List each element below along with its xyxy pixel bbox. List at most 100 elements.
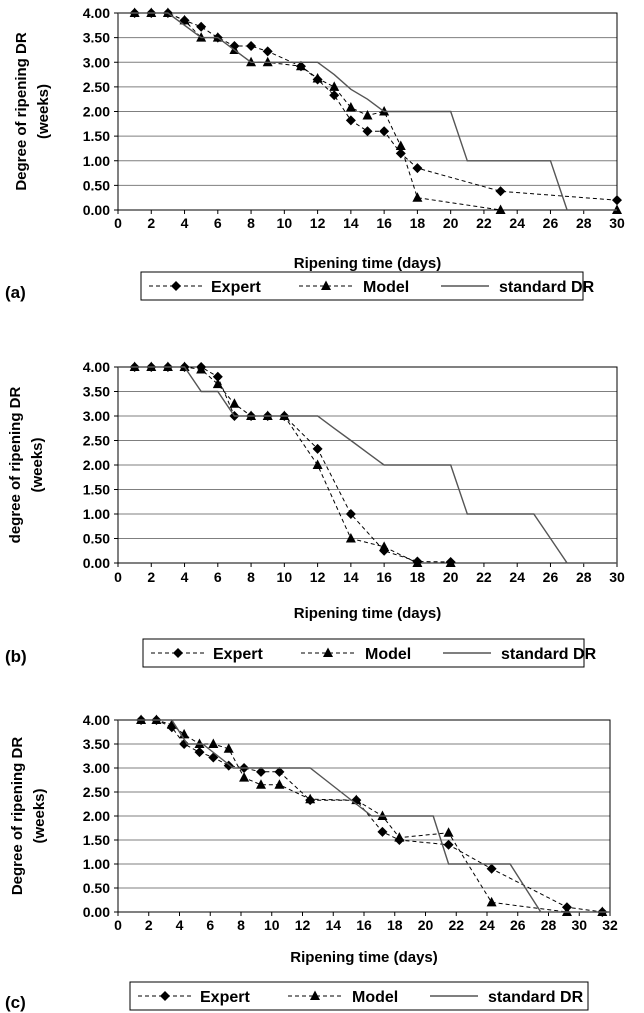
- data-point-diamond: [345, 115, 356, 126]
- data-point-triangle: [208, 738, 219, 748]
- x-tick-label: 24: [479, 917, 495, 933]
- y-tick-label: 0.00: [83, 202, 110, 218]
- data-point-diamond: [255, 766, 266, 777]
- data-point-diamond: [196, 21, 207, 32]
- x-tick-label: 8: [247, 569, 255, 585]
- data-point-diamond: [495, 186, 506, 197]
- legend-label: Expert: [211, 279, 261, 296]
- x-tick-label: 16: [356, 917, 372, 933]
- x-tick-label: 0: [114, 215, 122, 231]
- legend-label: standard DR: [499, 279, 595, 296]
- x-tick-label: 32: [602, 917, 618, 933]
- x-tick-label: 8: [237, 917, 245, 933]
- x-tick-label: 26: [543, 569, 559, 585]
- x-tick-label: 6: [206, 917, 214, 933]
- x-tick-label: 28: [576, 569, 592, 585]
- x-tick-label: 20: [443, 215, 459, 231]
- data-point-triangle: [612, 204, 622, 214]
- legend: Expert Model standard DR: [142, 638, 597, 668]
- data-point-triangle: [274, 779, 285, 789]
- y-tick-label: 2.50: [83, 433, 110, 449]
- data-point-triangle: [166, 719, 177, 729]
- data-point-triangle: [162, 361, 173, 371]
- y-axis-title: (weeks): [35, 84, 52, 139]
- legend-label: standard DR: [488, 989, 584, 1006]
- x-tick-label: 22: [476, 569, 492, 585]
- data-point-triangle: [377, 810, 388, 820]
- data-point-triangle: [295, 60, 306, 71]
- x-tick-label: 14: [325, 917, 341, 933]
- data-point-diamond: [443, 839, 454, 850]
- data-point-triangle: [129, 7, 140, 17]
- data-point-diamond: [208, 752, 219, 763]
- plot-area: [117, 12, 618, 211]
- legend-label: Expert: [200, 989, 250, 1006]
- x-tick-label: 10: [277, 569, 293, 585]
- data-point-triangle: [239, 772, 250, 782]
- data-point-triangle: [146, 7, 157, 17]
- x-tick-label: 2: [145, 917, 153, 933]
- chart-panel-2: 0.000.501.001.502.002.503.003.504.000 2 4 6…: [5, 712, 618, 1012]
- legend-label: Expert: [213, 646, 263, 663]
- legend-marker-diamond: [160, 991, 170, 1001]
- x-tick-label: 22: [448, 917, 464, 933]
- plot-area: [117, 366, 618, 564]
- plot-area: [117, 719, 611, 913]
- data-point-diamond: [345, 509, 356, 519]
- y-axis-title: (weeks): [31, 788, 48, 843]
- y-tick-label: 1.50: [83, 128, 110, 144]
- data-point-triangle: [362, 109, 373, 120]
- data-point-triangle: [129, 361, 140, 371]
- y-tick-label: 3.50: [83, 30, 110, 46]
- legend: Expert Model standard DR: [129, 981, 589, 1011]
- x-tick-label: 4: [176, 917, 184, 933]
- data-point-diamond: [329, 90, 340, 101]
- data-point-triangle: [262, 410, 273, 420]
- legend: Expert Model standard DR: [140, 271, 595, 301]
- data-point-triangle: [443, 827, 454, 837]
- y-tick-label: 4.00: [83, 5, 110, 21]
- x-tick-label: 30: [609, 215, 625, 231]
- x-tick-label: 30: [571, 917, 587, 933]
- data-point-diamond: [274, 766, 285, 777]
- x-tick-label: 6: [214, 215, 222, 231]
- legend-box: [140, 271, 584, 301]
- x-tick-label: 12: [310, 215, 326, 231]
- data-point-triangle: [379, 541, 390, 551]
- y-tick-label: 0.00: [83, 555, 110, 571]
- legend-box: [142, 638, 585, 668]
- x-tick-label: 12: [310, 569, 326, 585]
- y-tick-label: 0.00: [83, 904, 110, 920]
- data-point-triangle: [262, 56, 273, 67]
- data-point-triangle: [223, 743, 234, 753]
- data-point-diamond: [412, 163, 423, 174]
- data-point-triangle: [151, 714, 162, 724]
- x-tick-label: 24: [509, 215, 525, 231]
- data-point-triangle: [412, 557, 423, 567]
- series-line-standard-dr: [118, 366, 617, 564]
- x-tick-label: 8: [247, 215, 255, 231]
- x-tick-label: 20: [418, 917, 434, 933]
- chart-panel-1: 0.000.501.001.502.002.503.003.504.000 2 4 6…: [5, 359, 625, 668]
- series-line-model: [141, 719, 603, 913]
- x-tick-label: 26: [543, 215, 559, 231]
- x-tick-label: 14: [343, 569, 359, 585]
- data-point-diamond: [312, 443, 323, 454]
- data-point-triangle: [412, 192, 423, 202]
- data-point-triangle: [345, 102, 356, 112]
- data-point-diamond: [246, 40, 257, 51]
- data-point-triangle: [486, 896, 497, 907]
- data-point-triangle: [495, 204, 506, 214]
- y-tick-label: 2.00: [83, 808, 110, 824]
- series-line-standard-dr: [118, 12, 617, 211]
- x-tick-label: 6: [214, 569, 222, 585]
- data-point-diamond: [395, 148, 406, 159]
- legend-label: Model: [363, 279, 409, 296]
- y-tick-label: 2.50: [83, 79, 110, 95]
- y-tick-label: 3.00: [83, 54, 110, 70]
- x-tick-label: 4: [181, 569, 189, 585]
- data-point-triangle: [312, 73, 323, 83]
- y-tick-label: 4.00: [83, 359, 110, 375]
- data-point-triangle: [345, 533, 356, 543]
- y-tick-label: 4.00: [83, 712, 110, 728]
